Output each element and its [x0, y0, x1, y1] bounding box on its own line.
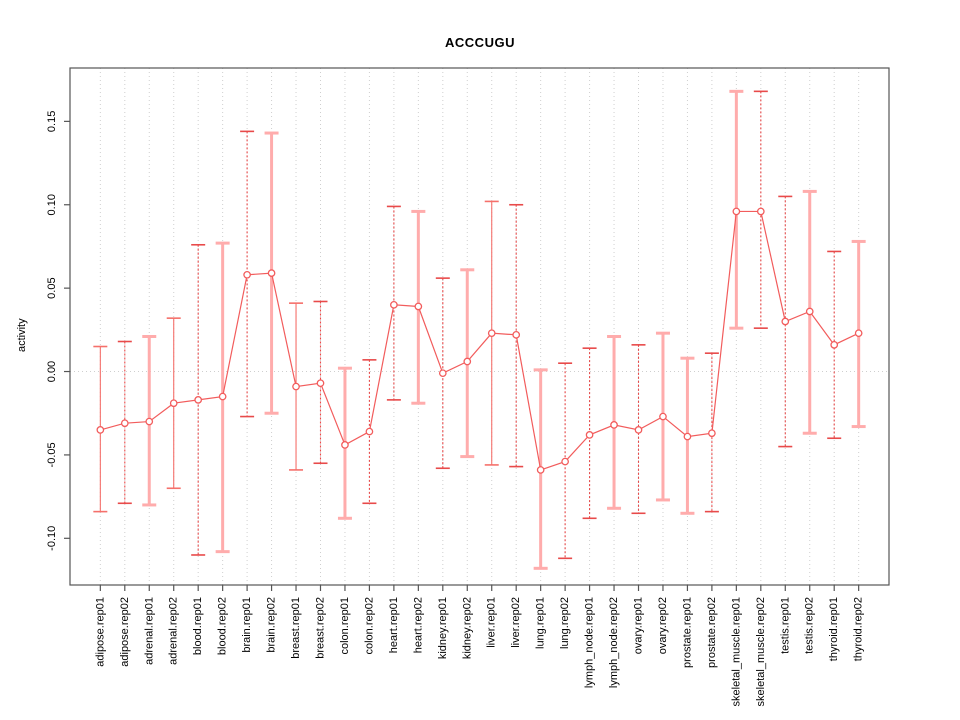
data-point-marker	[267, 269, 276, 277]
data-point-marker	[463, 357, 472, 366]
data-point-marker	[610, 421, 618, 429]
x-tick-label: colon.rep02	[363, 597, 375, 655]
data-point-marker	[561, 457, 569, 466]
data-point-marker	[585, 431, 594, 439]
data-point-marker	[96, 426, 105, 434]
x-tick-label: lymph_node.rep01	[584, 597, 596, 688]
y-tick-label: 0.15	[46, 111, 58, 132]
x-tick-label: testis.rep02	[804, 597, 816, 654]
x-tick-label: breast.rep02	[314, 597, 326, 659]
data-point-marker	[414, 302, 423, 311]
x-tick-label: heart.rep01	[388, 597, 400, 653]
x-tick-label: lung.rep01	[535, 597, 547, 649]
x-tick-label: testis.rep01	[779, 597, 791, 654]
data-point-marker	[243, 270, 251, 279]
data-point-marker	[683, 432, 692, 441]
x-tick-label: skeletal_muscle.rep01	[730, 597, 742, 706]
chart-title: ACCCUGU	[445, 35, 515, 50]
data-point-marker	[536, 466, 545, 474]
x-tick-label: liver.rep02	[510, 597, 522, 648]
data-point-marker	[756, 207, 765, 216]
x-tick-label: adrenal.rep02	[168, 597, 180, 665]
plot-border	[69, 67, 890, 586]
data-point-marker	[732, 207, 741, 216]
x-tick-label: adrenal.rep01	[143, 597, 155, 665]
x-tick-label: liver.rep01	[486, 597, 498, 648]
data-point-marker	[194, 396, 203, 404]
y-tick-label: 0.05	[46, 277, 58, 298]
data-point-marker	[316, 379, 325, 388]
data-point-marker	[365, 427, 374, 436]
data-point-marker	[145, 417, 154, 426]
data-point-marker	[487, 329, 496, 338]
x-tick-label: ovary.rep01	[633, 597, 645, 654]
x-tick-label: heart.rep02	[412, 597, 424, 653]
x-tick-label: brain.rep01	[241, 597, 253, 653]
x-tick-label: lung.rep02	[559, 597, 571, 649]
x-tick-label: adipose.rep01	[94, 597, 106, 667]
x-tick-label: prostate.rep02	[706, 597, 718, 668]
series-line	[100, 210, 859, 471]
x-tick-label: blood.rep01	[192, 597, 204, 655]
data-point-marker	[292, 382, 300, 391]
data-point-marker	[438, 369, 447, 378]
x-tick-label: lymph_node.rep02	[608, 597, 620, 688]
data-point-marker	[805, 307, 814, 316]
x-tick-label: breast.rep01	[290, 597, 302, 659]
y-tick-label: 0.00	[46, 361, 58, 382]
y-tick-label: -0.10	[46, 526, 58, 551]
x-tick-label: blood.rep02	[217, 597, 229, 655]
x-tick-label: skeletal_muscle.rep02	[755, 597, 767, 706]
data-point-marker	[830, 340, 839, 349]
data-point-marker	[659, 412, 667, 421]
data-point-marker	[169, 399, 178, 408]
x-tick-label: prostate.rep01	[681, 597, 693, 668]
x-tick-label: adipose.rep02	[119, 597, 131, 667]
x-tick-label: kidney.rep01	[437, 597, 449, 659]
data-point-marker	[781, 317, 790, 326]
data-point-marker	[120, 419, 129, 428]
y-tick-label: -0.05	[46, 442, 58, 467]
x-tick-label: thyroid.rep01	[828, 597, 840, 661]
data-point-marker	[634, 426, 643, 434]
data-point-marker	[341, 441, 349, 449]
x-tick-label: colon.rep01	[339, 597, 351, 655]
x-tick-label: ovary.rep02	[657, 597, 669, 654]
data-point-marker	[708, 429, 716, 438]
x-tick-label: kidney.rep02	[461, 597, 473, 659]
data-point-marker	[854, 329, 863, 338]
data-point-marker	[218, 392, 227, 401]
y-tick-label: 0.10	[46, 194, 58, 215]
x-tick-label: brain.rep02	[266, 597, 278, 653]
data-point-marker	[390, 300, 398, 309]
x-tick-label: thyroid.rep02	[853, 597, 865, 661]
data-point-marker	[512, 330, 521, 339]
